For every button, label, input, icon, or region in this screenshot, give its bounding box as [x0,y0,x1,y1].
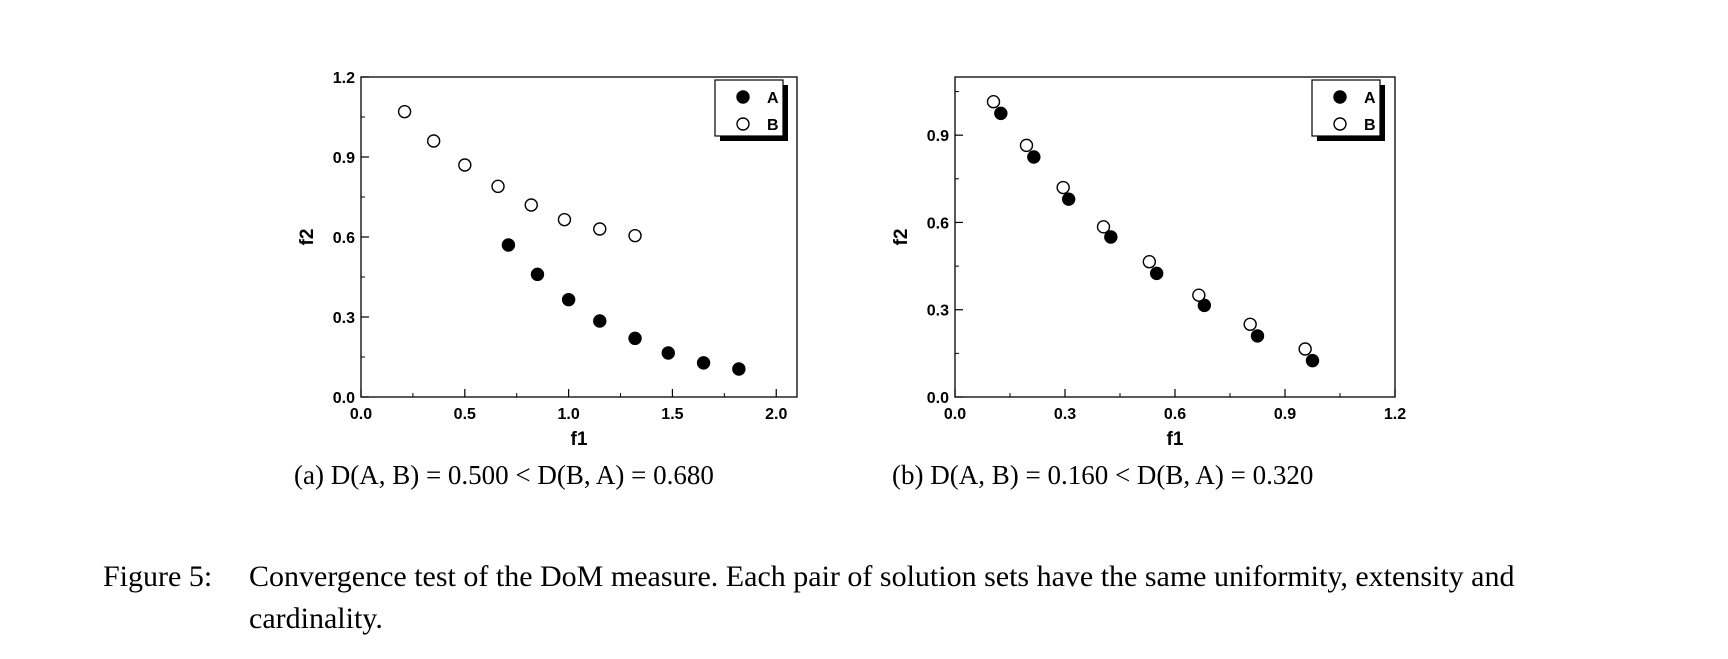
legend-marker-b [736,117,750,131]
data-point-b [397,104,412,119]
chart-a: 0.0 0.5 1.0 1.5 2.0 0.0 0.3 0.6 0.9 1.2 f1 f2 AB [297,70,798,450]
legend-label-b: B [767,117,779,134]
y-tick-label: 0.3 [927,303,949,320]
data-point-a [501,238,516,252]
x-tick-label: 0.6 [1164,406,1186,423]
data-point-a [732,362,746,376]
x-axis-label: f1 [571,429,588,450]
figure-caption: Figure 5: Convergence test of the DoM me… [103,556,1623,640]
legend-marker-a [736,90,750,104]
data-point-a [1104,230,1118,244]
x-tick-label: 1.2 [1384,406,1406,423]
y-tick-label: 0.0 [333,390,355,407]
data-point-b [458,158,472,172]
data-point-b [1142,255,1157,269]
x-tick-label: 0.9 [1274,406,1296,423]
legend-marker-a [1333,90,1347,104]
y-tick-label: 1.2 [333,70,355,87]
x-tick-label: 1.5 [661,406,683,423]
data-point-b [557,212,572,227]
data-point-b [426,134,441,148]
legend-label-a: A [767,90,779,107]
data-point-b [1192,288,1206,302]
data-point-a [628,331,642,346]
data-point-a [1027,150,1041,164]
y-tick-label: 0.9 [333,150,355,167]
y-tick-label: 0.9 [927,128,949,145]
y-axis-label: f2 [891,229,912,246]
data-point-b [1056,180,1070,195]
data-point-a [994,106,1008,121]
figure-caption-label: Figure 5: [103,560,213,593]
x-tick-label: 0.0 [350,406,372,423]
y-axis-label: f2 [297,229,318,246]
legend: AB [1311,79,1385,141]
legend-marker-b [1333,117,1347,131]
data-point-a [1149,266,1164,281]
data-point-b [491,179,505,194]
y-tick-label: 0.6 [333,230,355,247]
y-tick-label: 0.6 [927,215,949,232]
y-tick-label: 0.0 [927,390,949,407]
data-point-b [628,228,642,243]
x-tick-label: 0.0 [944,406,966,423]
y-tick-label: 0.3 [333,310,355,327]
subcaption-b: (b) D(A, B) = 0.160 < D(B, A) = 0.320 [892,460,1314,490]
data-point-b [1019,138,1034,153]
data-point-b [986,95,1001,109]
data-point-a [1061,192,1076,206]
data-point-a [1305,353,1320,368]
x-axis-label: f1 [1167,429,1184,450]
data-point-a [696,356,711,370]
x-tick-label: 1.0 [557,406,579,423]
legend: AB [714,79,788,141]
data-point-a [593,314,607,328]
data-point-b [593,222,607,236]
data-point-a [561,292,576,307]
data-point-b [1096,220,1111,234]
legend-label-a: A [1364,90,1376,107]
x-tick-label: 0.5 [454,406,476,423]
data-point-a [530,267,545,282]
x-tick-label: 2.0 [765,406,787,423]
x-tick-label: 0.3 [1054,406,1076,423]
data-point-a [1197,298,1212,313]
legend-label-b: B [1364,117,1376,134]
data-point-a [661,346,675,360]
figure-caption-text: Convergence test of the DoM measure. Eac… [249,560,1515,635]
subcaption-a: (a) D(A, B) = 0.500 < D(B, A) = 0.680 [294,460,714,490]
data-point-b [1243,317,1257,331]
data-point-b [1298,342,1312,356]
data-point-a [1250,329,1265,343]
data-point-b [524,198,538,212]
chart-b: 0.0 0.3 0.6 0.9 1.2 0.0 0.3 0.6 0.9 f1 f2 AB [891,76,1406,450]
